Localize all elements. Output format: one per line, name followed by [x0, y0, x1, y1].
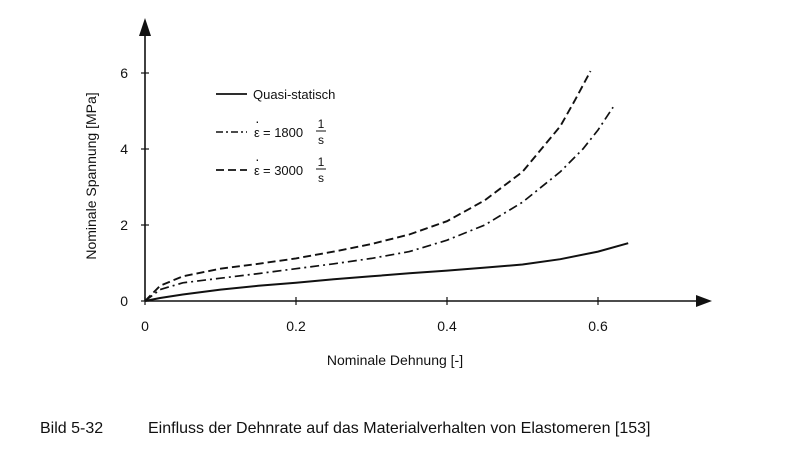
y-tick-label: 6 — [120, 65, 128, 81]
legend-rate-1800: = 1800 — [263, 125, 303, 140]
chart: 0 0.2 0.4 0.6 0 2 4 6 Nominale Dehnung [… — [83, 18, 712, 368]
y-tick-label: 0 — [120, 293, 128, 309]
legend-rate-3000: = 3000 — [263, 163, 303, 178]
legend-frac-den-1800: s — [318, 133, 324, 147]
y-axis-arrow — [139, 18, 151, 36]
legend-label-quasi-statisch: Quasi-statisch — [253, 87, 335, 102]
legend-frac-num-1800: 1 — [318, 117, 325, 131]
x-tick-label: 0.2 — [286, 318, 306, 334]
y-tick-label: 4 — [120, 141, 128, 157]
series-line-1800 — [144, 106, 614, 302]
x-tick-label: 0.4 — [437, 318, 457, 334]
ticks: 0 0.2 0.4 0.6 0 2 4 6 — [120, 65, 608, 334]
x-tick-label: 0 — [141, 318, 149, 334]
legend-epsilon-dot-3000: · — [255, 151, 260, 167]
y-axis-title: Nominale Spannung [MPa] — [83, 92, 99, 259]
legend-epsilon-dot-1800: · — [255, 113, 260, 129]
legend-frac-num-3000: 1 — [318, 155, 325, 169]
legend: Quasi-statisch ε · = 1800 1 s ε · = 3000… — [216, 87, 335, 185]
x-axis-arrow — [696, 295, 712, 307]
series-line-quasi-statisch — [144, 242, 629, 302]
figure-caption-text: Einfluss der Dehnrate auf das Materialve… — [148, 420, 651, 437]
x-axis-title: Nominale Dehnung [-] — [327, 352, 463, 368]
y-tick-label: 2 — [120, 217, 128, 233]
series-line-3000 — [144, 70, 592, 302]
legend-epsilon-3000: ε — [254, 163, 260, 178]
x-tick-label: 0.6 — [588, 318, 608, 334]
legend-frac-den-3000: s — [318, 171, 324, 185]
figure-number: Bild 5-32 — [40, 420, 104, 437]
legend-epsilon-1800: ε — [254, 125, 260, 140]
figure-caption: Bild 5-32 Einfluss der Dehnrate auf das … — [0, 420, 799, 444]
series-group — [144, 70, 629, 302]
